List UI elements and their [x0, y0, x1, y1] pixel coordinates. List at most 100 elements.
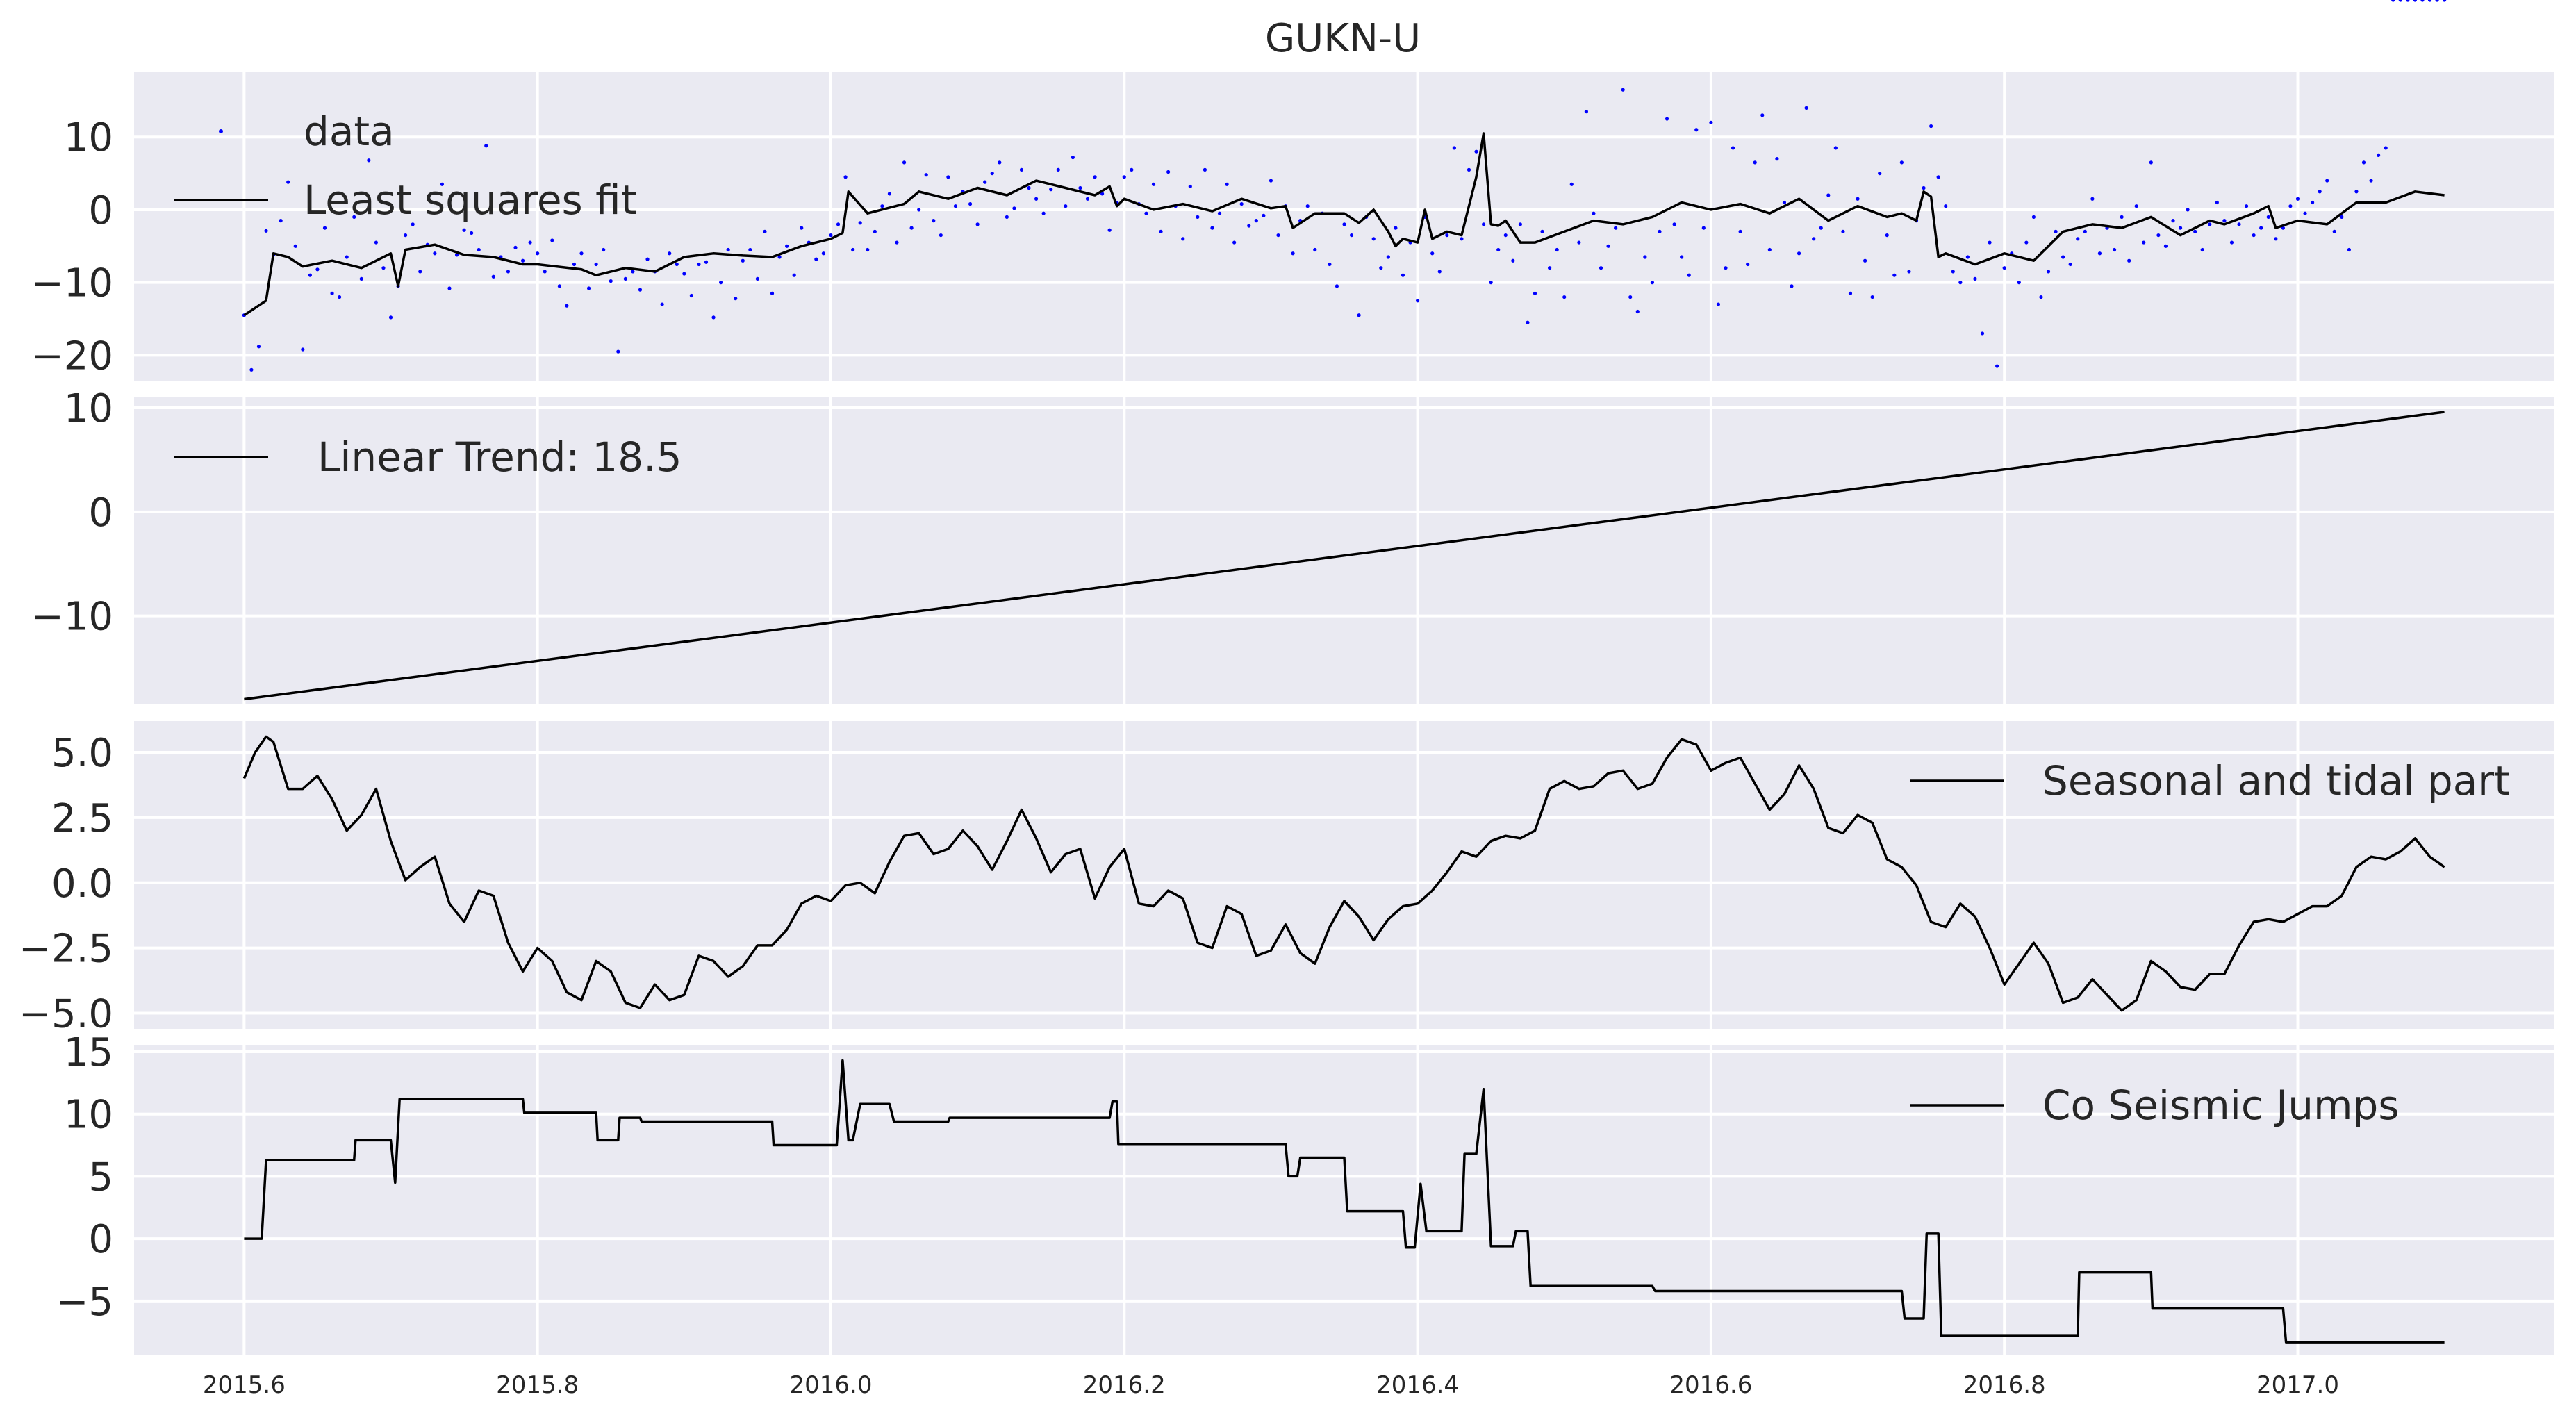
data-point: [623, 276, 627, 281]
data-point: [367, 158, 371, 163]
data-point: [785, 244, 789, 248]
data-point: [873, 229, 877, 233]
data-point: [1555, 247, 1559, 252]
legend: Linear Trend: 18.5: [174, 433, 682, 481]
data-point: [858, 221, 862, 225]
data-point: [2369, 179, 2373, 183]
data-point: [1056, 167, 1060, 172]
data-point: [1863, 258, 1867, 263]
data-point: [1467, 167, 1471, 172]
data-point: [851, 247, 855, 252]
data-point: [572, 262, 577, 267]
data-point: [821, 251, 826, 256]
data-point: [2017, 281, 2021, 285]
data-point: [506, 270, 511, 274]
data-point: [1041, 211, 1046, 215]
y-tick-label: −2.5: [19, 927, 113, 972]
data-point: [1812, 237, 1816, 241]
data-point: [1870, 295, 1874, 299]
data-point: [308, 273, 312, 277]
y-tick-label: −10: [31, 261, 113, 306]
data-point: [1518, 222, 1522, 226]
data-point: [249, 367, 254, 372]
data-point: [631, 270, 635, 274]
data-point: [800, 226, 804, 230]
data-point: [1415, 299, 1420, 303]
data-point: [968, 201, 973, 206]
data-point: [1100, 192, 1105, 196]
data-point: [550, 238, 554, 242]
y-tick-label: 0: [88, 188, 113, 233]
data-point: [1217, 211, 1222, 215]
data-point: [2134, 204, 2138, 208]
data-point: [2295, 197, 2300, 201]
data-point: [1782, 200, 1787, 205]
data-point: [1313, 247, 1317, 252]
data-point: [2311, 200, 2315, 205]
data-point: [1225, 182, 1229, 186]
data-point: [2083, 229, 2087, 233]
data-point: [748, 247, 752, 252]
data-point: [2288, 204, 2293, 208]
data-point: [2318, 190, 2322, 194]
data-point: [1716, 302, 1721, 306]
data-point: [1709, 120, 1713, 124]
data-point: [2361, 160, 2366, 165]
data-point: [2024, 240, 2029, 245]
data-point: [1122, 175, 1126, 179]
data-point: [689, 293, 693, 298]
panel-background: [134, 72, 2554, 381]
x-tick-label: 2016.4: [1376, 1371, 1459, 1399]
data-point: [660, 302, 664, 306]
data-point: [1856, 197, 1860, 201]
y-tick-label: 10: [64, 115, 113, 160]
data-point: [2252, 233, 2256, 238]
data-point: [668, 251, 672, 256]
data-point: [880, 204, 884, 208]
data-point: [1232, 240, 1237, 245]
data-point: [1496, 247, 1501, 252]
data-point: [1210, 226, 1214, 230]
data-point: [2046, 270, 2051, 274]
data-point: [2266, 215, 2270, 220]
panel-data-fit: 10 0 −10 −20 data Least squares fit: [31, 0, 2554, 381]
data-point: [462, 228, 466, 232]
data-point: [1584, 109, 1588, 114]
data-point: [1687, 273, 1691, 277]
data-point: [1445, 233, 1449, 238]
data-point: [895, 240, 899, 245]
data-point: [2398, 0, 2402, 2]
data-point: [2435, 0, 2439, 2]
data-point: [1958, 281, 1963, 285]
data-point: [1012, 206, 1016, 210]
data-point: [1474, 149, 1478, 154]
data-point: [2303, 211, 2307, 215]
data-point: [1481, 222, 1486, 226]
legend-label: Co Seismic Jumps: [2042, 1082, 2400, 1129]
data-point: [2377, 153, 2381, 158]
data-point: [2112, 247, 2117, 252]
data-point: [1166, 170, 1171, 174]
data-point: [322, 226, 327, 230]
data-point: [1371, 237, 1376, 241]
data-point: [2259, 226, 2263, 230]
data-point: [1489, 281, 1493, 285]
data-point: [433, 251, 437, 256]
data-point: [1841, 229, 1845, 233]
data-point: [1562, 295, 1567, 299]
data-point: [1826, 193, 1831, 197]
data-point: [381, 266, 386, 270]
data-point: [1929, 124, 1933, 129]
data-point: [1694, 128, 1699, 132]
data-point: [1130, 167, 1134, 172]
data-point: [374, 240, 379, 245]
data-point: [1621, 88, 1625, 92]
data-point: [279, 219, 283, 223]
y-tick-label: 0: [88, 490, 113, 536]
data-point: [1540, 229, 1544, 233]
data-point: [1672, 222, 1676, 226]
data-point: [1005, 215, 1009, 220]
data-point: [2054, 229, 2058, 233]
data-point: [557, 284, 561, 288]
